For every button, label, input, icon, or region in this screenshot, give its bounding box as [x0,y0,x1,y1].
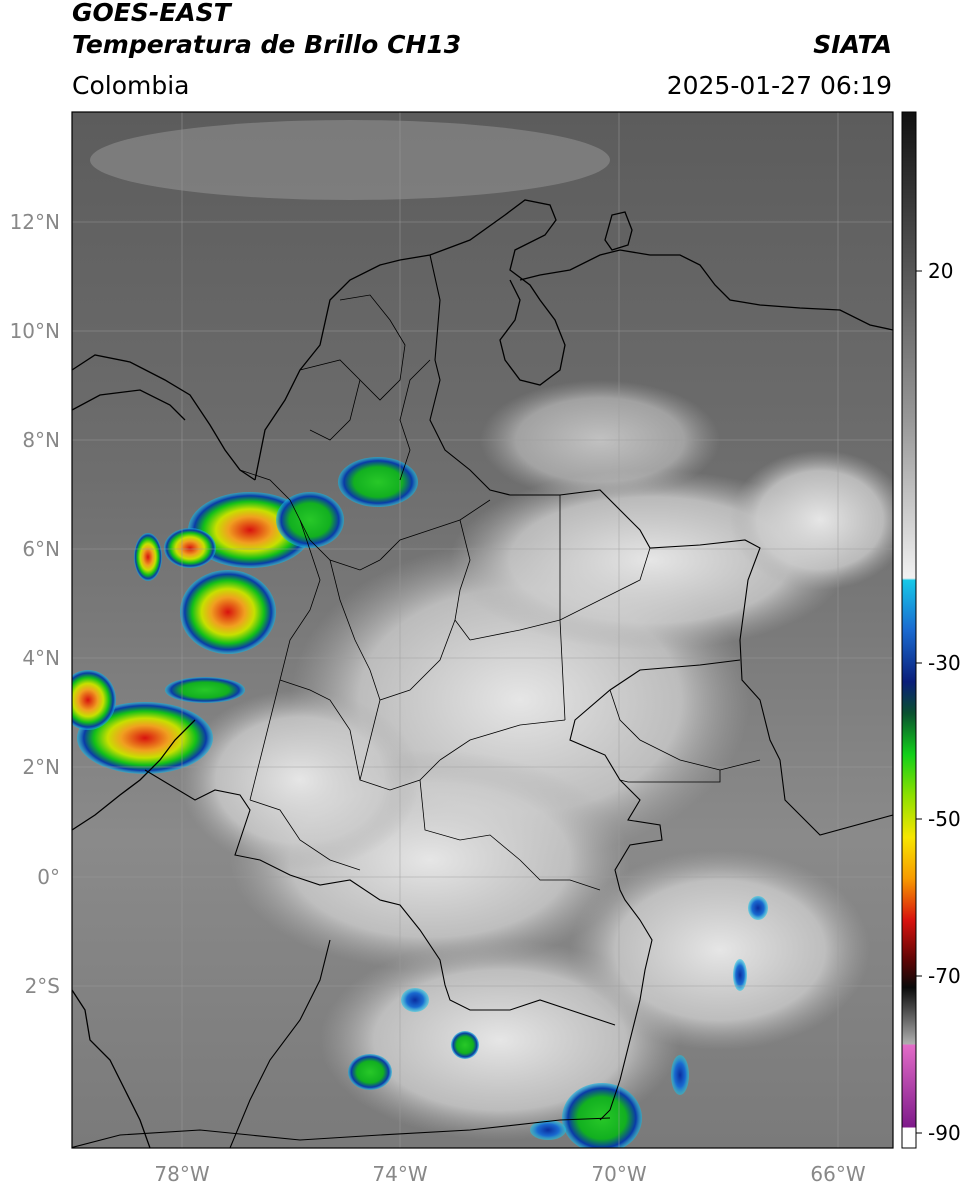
brand-label: SIATA [813,30,892,59]
longitude-labels: 78°W 74°W 70°W 66°W [154,1162,865,1186]
lat-label: 2°S [25,974,60,998]
lat-label: 2°N [22,755,60,779]
timestamp-label: 2025-01-27 06:19 [666,71,892,100]
colorbar-tick: -30 [928,651,961,675]
product-title: Temperatura de Brillo CH13 [72,30,462,59]
lon-label: 74°W [372,1162,427,1186]
colorbar-tick: 20 [928,259,953,283]
convective-storms [72,457,768,1148]
cloud-cover [90,120,893,1140]
colorbar-tick: -70 [928,964,961,988]
colorbar: 20 -30 -50 -70 -90 [901,111,961,1149]
lat-label: 10°N [10,319,60,343]
lat-label: 8°N [22,428,60,452]
department-borders [239,294,761,891]
colorbar-tick: -90 [928,1121,961,1145]
coastline [72,199,893,1148]
lon-label: 70°W [591,1162,646,1186]
lon-label: 66°W [810,1162,865,1186]
lat-label: 0° [37,865,60,889]
lon-label: 78°W [154,1162,209,1186]
satellite-title: GOES-EAST [72,0,231,27]
colorbar-tick: -50 [928,807,961,831]
latitude-labels: 12°N 10°N 8°N 6°N 4°N 2°N 0° 2°S [10,210,60,998]
lat-label: 6°N [22,537,60,561]
colorbar-scale [901,111,917,1149]
region-label: Colombia [72,71,190,100]
map-frame [71,111,894,1149]
lat-label: 4°N [22,646,60,670]
graticule [72,112,893,1148]
lat-label: 12°N [10,210,60,234]
